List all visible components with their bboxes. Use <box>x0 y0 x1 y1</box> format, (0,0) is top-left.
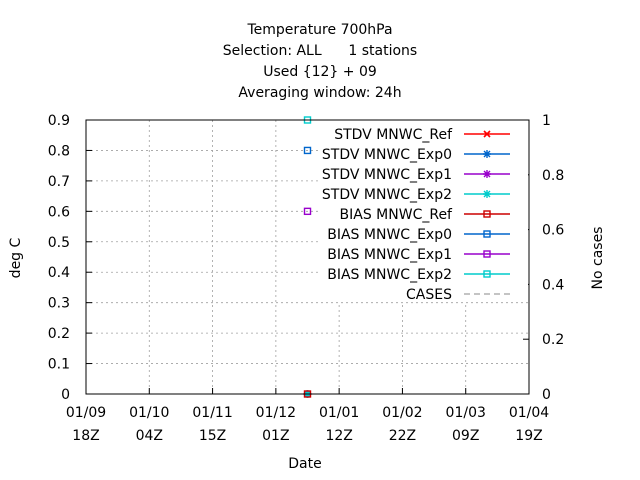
y2-tick-label: 0.8 <box>542 168 564 184</box>
y-tick-label: 0.5 <box>48 235 70 251</box>
x-tick-label-hour: 04Z <box>136 428 163 444</box>
legend-label: STDV MNWC_Exp1 <box>322 167 452 183</box>
legend-label: BIAS MNWC_Exp1 <box>327 247 452 263</box>
y-tick-label: 0.1 <box>48 357 70 373</box>
x-tick-label-date: 01/02 <box>382 405 422 421</box>
legend-marker <box>483 190 491 198</box>
x-tick-label-hour: 09Z <box>452 428 479 444</box>
y2-tick-label: 1 <box>542 113 551 129</box>
y-tick-label: 0.8 <box>48 143 70 159</box>
legend-marker <box>483 130 491 138</box>
x-tick-label-date: 01/01 <box>319 405 359 421</box>
x-axis-label: Date <box>288 456 322 472</box>
data-point <box>303 207 312 216</box>
plot-frame <box>85 119 530 395</box>
legend-label: BIAS MNWC_Exp0 <box>327 227 452 243</box>
legend-label: CASES <box>406 287 452 303</box>
x-tick-label-hour: 12Z <box>325 428 352 444</box>
legend-marker <box>483 210 491 218</box>
chart-subtitle-used: Used {12} + 09 <box>263 64 377 80</box>
x-tick-label-date: 01/10 <box>129 405 169 421</box>
y-tick-label: 0.3 <box>48 296 70 312</box>
y2-tick-label: 0.4 <box>542 277 564 293</box>
x-tick-label-hour: 19Z <box>515 428 542 444</box>
legend-label: STDV MNWC_Exp0 <box>322 147 452 163</box>
y-axis-label: deg C <box>8 237 24 279</box>
x-tick-label-hour: 01Z <box>262 428 289 444</box>
y-tick-label: 0 <box>61 387 70 403</box>
x-tick-label-date: 01/12 <box>256 405 296 421</box>
chart-title: Temperature 700hPa <box>247 22 393 38</box>
y2-tick-label: 0.6 <box>542 223 564 239</box>
y2-axis-label: No cases <box>590 226 606 290</box>
legend-marker <box>483 270 491 278</box>
legend-background <box>318 120 528 302</box>
x-tick-label-hour: 22Z <box>389 428 416 444</box>
legend-marker <box>483 230 491 238</box>
x-tick-label-date: 01/03 <box>446 405 486 421</box>
chart-title-block: Temperature 700hPa Selection: ALL 1 stat… <box>0 20 640 104</box>
chart-subtitle-averaging: Averaging window: 24h <box>238 85 402 101</box>
legend-marker <box>483 170 491 178</box>
chart-subtitle-selection: Selection: ALL 1 stations <box>222 43 418 59</box>
legend-label: BIAS MNWC_Ref <box>340 207 454 223</box>
data-point <box>303 146 312 155</box>
x-tick-label-date: 01/04 <box>509 405 549 421</box>
legend-label: BIAS MNWC_Exp2 <box>327 267 452 283</box>
x-tick-label-date: 01/11 <box>192 405 232 421</box>
y2-tick-label: 0.2 <box>542 332 564 348</box>
legend-label: STDV MNWC_Ref <box>334 127 453 143</box>
y-tick-label: 0.9 <box>48 113 70 129</box>
legend-marker <box>483 150 491 158</box>
y-tick-label: 0.2 <box>48 326 70 342</box>
x-tick-label-date: 01/09 <box>66 405 106 421</box>
legend-label: STDV MNWC_Exp2 <box>322 187 452 203</box>
x-tick-label-hour: 15Z <box>199 428 226 444</box>
y-tick-label: 0.6 <box>48 204 70 220</box>
x-tick-label-hour: 18Z <box>72 428 99 444</box>
legend-marker <box>483 250 491 258</box>
y-tick-label: 0.7 <box>48 174 70 190</box>
y2-tick-label: 0 <box>542 387 551 403</box>
y-tick-label: 0.4 <box>48 265 70 281</box>
